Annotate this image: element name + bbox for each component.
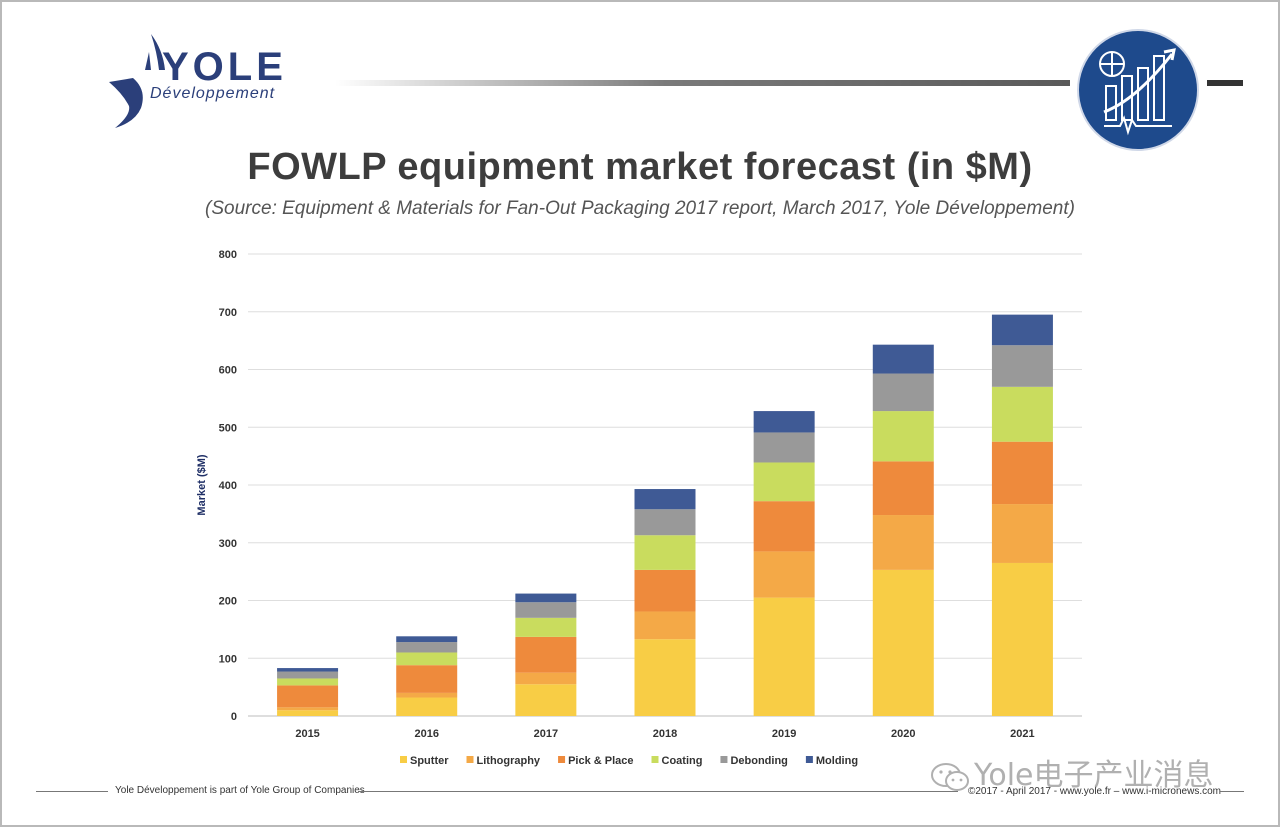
footer-credit: Yole Développement is part of Yole Group… <box>115 785 365 796</box>
bar-segment <box>634 569 696 612</box>
bar-segment <box>991 504 1053 563</box>
bar-segment <box>396 665 458 693</box>
header-rule-right <box>1207 80 1243 86</box>
bar-segment <box>753 551 815 598</box>
bar-segment <box>991 562 1053 716</box>
bar-segment <box>753 411 815 433</box>
bar-segment <box>396 636 458 643</box>
footer-rule-left <box>36 791 108 792</box>
legend-label: Pick & Place <box>568 755 633 767</box>
bar-segment <box>872 373 934 412</box>
bar-segment <box>991 386 1053 442</box>
watermark: Yole电子产业消息 <box>930 750 1214 794</box>
legend-swatch <box>651 756 659 763</box>
legend-label: Lithography <box>477 755 541 767</box>
bar-segment <box>515 636 577 673</box>
bar-segment <box>515 672 577 685</box>
bar-segment <box>872 515 934 570</box>
bar-segment <box>991 314 1053 346</box>
bar-segment <box>634 611 696 640</box>
bar-segment <box>753 501 815 552</box>
bar-segment <box>515 602 577 618</box>
watermark-text: Yole电子产业消息 <box>974 758 1214 793</box>
stacked-bar-chart: 0 100 200 300 400 500 600 700 800 Market ($M) 2015… <box>196 249 1082 767</box>
bar-segment <box>634 535 696 570</box>
y-tick-label: 300 <box>219 538 237 550</box>
bar-segment <box>634 509 696 536</box>
legend-label: Molding <box>816 755 858 767</box>
yole-logo <box>109 34 165 128</box>
bar-segment <box>991 441 1053 505</box>
legend-swatch <box>805 756 813 763</box>
bar-segment <box>872 461 934 516</box>
logo-tagline: Développement <box>150 85 276 102</box>
bar-segment <box>277 707 339 711</box>
y-tick-label: 800 <box>219 249 237 261</box>
x-tick-label: 2021 <box>1010 728 1034 740</box>
bar-segment <box>277 685 339 708</box>
y-tick-label: 700 <box>219 307 237 319</box>
bar-segment <box>277 668 339 672</box>
x-tick-label: 2018 <box>653 728 677 740</box>
bar-segment <box>753 432 815 463</box>
bar-segment <box>634 639 696 716</box>
y-tick-label: 400 <box>219 480 237 492</box>
source-note: (Source: Equipment & Materials for Fan-O… <box>205 198 1075 219</box>
bar-segment <box>277 671 339 679</box>
bar-segment <box>515 593 577 603</box>
bar-segment <box>396 642 458 653</box>
legend-label: Sputter <box>410 755 449 767</box>
x-tick-label: 2019 <box>772 728 796 740</box>
x-tick-label: 2020 <box>891 728 915 740</box>
logo-wordmark: YOLE <box>162 45 287 89</box>
legend-swatch <box>720 756 728 763</box>
legend-label: Coating <box>662 755 703 767</box>
bar-segment <box>872 411 934 462</box>
wechat-icon <box>931 762 969 791</box>
growth-chart-emblem-icon <box>1077 29 1199 151</box>
y-tick-label: 100 <box>219 653 237 665</box>
bar-segment <box>872 569 934 716</box>
bar-segment <box>515 617 577 637</box>
y-axis-label: Market ($M) <box>196 454 208 515</box>
x-tick-label: 2017 <box>534 728 558 740</box>
bar-segment <box>515 684 577 716</box>
bar-segment <box>277 678 339 686</box>
x-tick-label: 2016 <box>414 728 438 740</box>
footer-copyright: ©2017 - April 2017 - www.yole.fr – www.i… <box>968 786 1222 797</box>
header-rule <box>335 80 1070 86</box>
bar-segment <box>634 489 696 510</box>
footer-rule-right <box>1220 791 1244 792</box>
bar-segment <box>753 597 815 716</box>
bar-segment <box>753 462 815 502</box>
footer-rule-middle <box>358 791 958 792</box>
bar-segment <box>872 344 934 374</box>
y-tick-label: 600 <box>219 365 237 377</box>
y-tick-label: 500 <box>219 422 237 434</box>
legend-swatch <box>466 756 474 763</box>
y-tick-label: 200 <box>219 596 237 608</box>
bar-segment <box>396 692 458 698</box>
bar-segment <box>396 652 458 666</box>
legend-swatch <box>558 756 566 763</box>
bar-segment <box>991 345 1053 387</box>
bar-segment <box>277 710 339 716</box>
x-tick-label: 2015 <box>295 728 319 740</box>
page-title: FOWLP equipment market forecast (in $M) <box>247 146 1033 188</box>
y-tick-label: 0 <box>231 711 237 723</box>
bar-segment <box>396 697 458 716</box>
legend-label: Debonding <box>730 755 787 767</box>
legend-swatch <box>400 756 407 763</box>
